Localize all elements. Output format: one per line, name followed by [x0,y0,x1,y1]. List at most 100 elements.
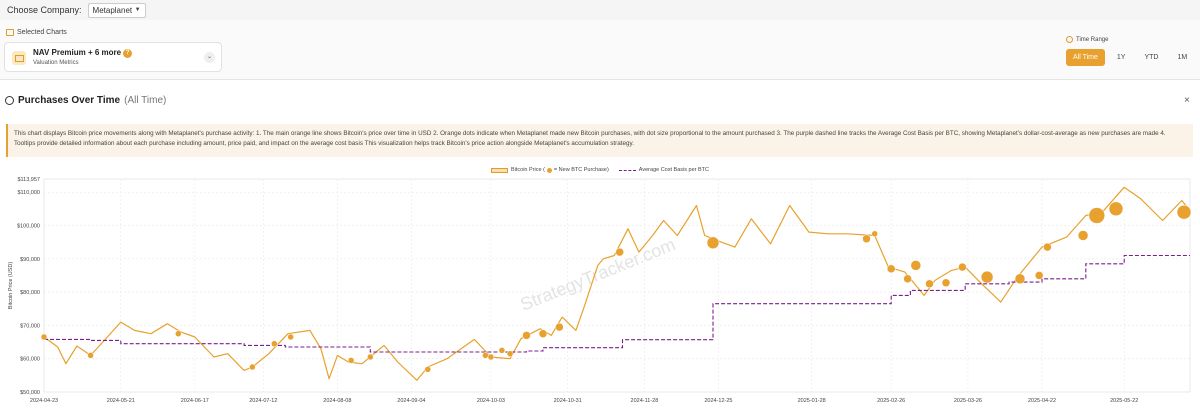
x-tick-label: 2025-03-26 [954,398,982,404]
section-range: (All Time) [124,95,167,106]
history-icon [5,96,14,105]
purchase-dot [555,322,564,332]
purchase-dot [522,331,531,340]
time-range-buttons: All Time 1Y YTD 1M [1066,49,1199,66]
purchase-dot [175,330,182,337]
legend-label-cost-basis: Average Cost Basis per BTC [638,167,710,173]
x-tick-label: 2024-11-28 [631,398,659,404]
calendar-icon [6,29,14,36]
legend-label-purchase: = New BTC Purchase) [553,167,609,173]
y-tick-label: $80,000 [20,290,40,296]
y-tick-label: $60,000 [20,357,40,363]
selected-charts-title: Selected Charts [17,29,67,36]
time-range-all-time-button[interactable]: All Time [1066,49,1105,66]
purchase-dot [1176,204,1192,220]
x-tick-label: 2024-05-21 [107,398,135,404]
chevron-down-icon[interactable]: ⌄ [204,52,215,63]
y-tick-label: $110,000 [17,190,40,196]
y-tick-label: $113,957 [17,177,40,183]
purchase-dot [482,352,489,359]
purchase-dot [886,264,896,274]
purchase-dot [1108,201,1124,217]
y-tick-label: $100,000 [17,223,40,229]
legend-label-price: Bitcoin Price ( [510,167,545,173]
x-tick-label: 2024-06-17 [181,398,209,404]
bitcoin-price-line [43,186,1191,381]
company-select[interactable]: Metaplanet ▼ [87,2,146,18]
purchase-dot [347,357,355,364]
y-tick-label: $50,000 [20,390,40,396]
purchase-dot [980,270,994,284]
purchase-dot [1077,230,1089,241]
chart-legend: Bitcoin Price ( = New BTC Purchase) Aver… [0,167,1200,173]
x-tick-label: 2024-10-03 [477,398,505,404]
chart-card-icon [12,51,26,65]
x-tick-label: 2024-09-04 [397,398,425,404]
purchase-dot [271,340,278,347]
y-tick-label: $90,000 [20,257,40,263]
purchase-dot [903,274,912,284]
x-tick-label: 2024-10-31 [554,398,582,404]
chart-description: This chart displays Bitcoin price moveme… [6,124,1193,157]
purchase-dot [249,363,256,371]
purchase-dot [287,333,294,341]
purchase-dot [941,278,951,288]
legend-item-price[interactable]: Bitcoin Price ( = New BTC Purchase) [490,167,609,173]
purchase-dot [910,260,922,271]
y-tick-label: $70,000 [20,323,40,329]
time-range-1y-button[interactable]: 1Y [1109,49,1133,66]
close-icon[interactable]: × [1184,95,1190,106]
x-tick-label: 2025-05-22 [1110,398,1138,404]
purchases-chart[interactable]: StrategyTracker.com $50,000 $60,000 $70,000… [0,170,1200,415]
purchase-dot [367,353,374,361]
section-header: Purchases Over Time (All Time) [5,95,166,106]
purchase-dot [958,262,967,272]
x-tick-label: 2024-04-23 [30,398,58,404]
company-picker-bar: Choose Company: Metaplanet ▼ [0,0,1200,20]
purchase-dot [87,352,94,359]
time-range-title: Time Range [1076,36,1109,43]
selected-charts-heading: Selected Charts [6,29,67,36]
purchase-dot [871,230,878,238]
purchase-dot [487,353,495,361]
purchase-dot [706,236,720,250]
time-range-1m-button[interactable]: 1M [1170,49,1195,66]
clock-icon [1066,36,1073,43]
purchase-dot [1043,242,1052,252]
x-tick-label: 2025-01-28 [798,398,826,404]
x-tick-label: 2025-02-26 [877,398,905,404]
selected-charts-card-title: NAV Premium + 6 more? [33,48,133,58]
purchase-dot [1088,207,1106,224]
x-tick-label: 2024-07-12 [249,398,277,404]
x-tick-label: 2024-12-25 [704,398,732,404]
plot-frame [43,178,1191,393]
purchase-dot [1014,273,1026,285]
purchase-dot [498,347,506,354]
purchase-dot [1034,271,1044,280]
section-title: Purchases Over Time [18,95,121,106]
time-range-ytd-button[interactable]: YTD [1137,49,1166,66]
y-axis-label: Bitcoin Price (USD) [8,262,14,310]
legend-item-cost-basis[interactable]: Average Cost Basis per BTC [618,167,710,173]
average-cost-basis-line [44,254,1190,353]
purchase-dot [925,279,934,289]
company-select-value: Metaplanet [92,5,133,15]
help-badge-icon[interactable]: ? [123,49,133,58]
card-title-text: NAV Premium + 6 more [33,48,122,57]
purchase-dot [538,329,548,338]
selected-charts-panel: Selected Charts NAV Premium + 6 more? Va… [0,20,1200,80]
purchase-dot [506,350,514,357]
purchase-dot [424,366,432,373]
selected-charts-card-subtitle: Valuation Metrics [33,60,79,66]
purchase-dot [862,234,871,244]
company-picker-label: Choose Company: [7,5,82,15]
legend-swatch-price [490,167,508,173]
chevron-down-icon: ▼ [134,7,141,13]
x-tick-label: 2025-04-22 [1028,398,1056,404]
time-range-heading: Time Range [1066,36,1108,43]
watermark-text: StrategyTracker.com [517,234,678,315]
purchase-dot-icon [546,167,552,173]
selected-charts-dropdown[interactable]: NAV Premium + 6 more? Valuation Metrics … [4,42,222,72]
purchase-dot [615,247,624,257]
purchase-dot [40,333,48,341]
